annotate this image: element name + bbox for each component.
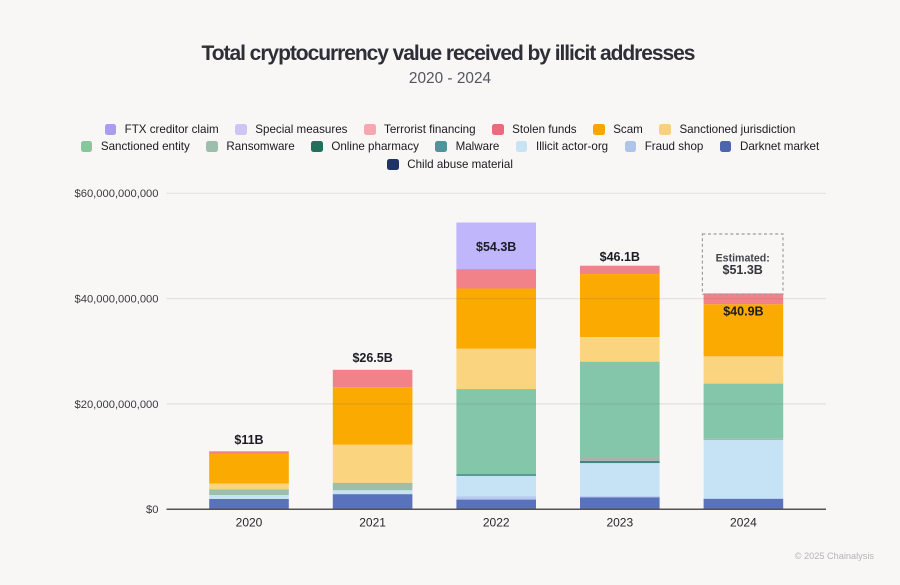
svg-text:$40,000,000,000: $40,000,000,000 [75, 294, 159, 306]
svg-text:$40.9B: $40.9B [723, 304, 763, 318]
svg-text:$26.5B: $26.5B [352, 351, 392, 365]
svg-text:$20,000,000,000: $20,000,000,000 [75, 399, 159, 411]
svg-text:$11B: $11B [234, 433, 263, 447]
svg-text:$51.3B: $51.3B [723, 263, 763, 277]
svg-text:2021: 2021 [359, 516, 386, 530]
svg-text:2020: 2020 [236, 516, 263, 530]
svg-text:2023: 2023 [606, 516, 633, 530]
svg-text:2022: 2022 [483, 516, 510, 530]
svg-text:$0: $0 [146, 504, 158, 516]
svg-text:Estimated:: Estimated: [716, 253, 770, 265]
svg-text:2024: 2024 [730, 516, 757, 530]
svg-text:$46.1B: $46.1B [600, 250, 640, 264]
svg-text:$60,000,000,000: $60,000,000,000 [75, 188, 159, 200]
svg-text:$54.3B: $54.3B [476, 240, 516, 254]
